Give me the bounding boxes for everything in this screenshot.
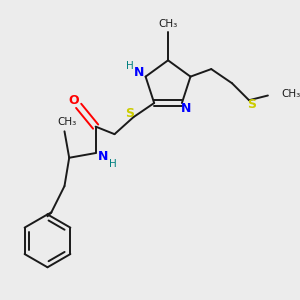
Text: CH₃: CH₃ [158, 20, 178, 29]
Text: H: H [109, 159, 116, 170]
Text: CH₃: CH₃ [58, 117, 77, 127]
Text: N: N [134, 66, 144, 79]
Text: O: O [69, 94, 79, 107]
Text: CH₃: CH₃ [281, 88, 300, 99]
Text: N: N [181, 102, 191, 115]
Text: N: N [98, 150, 108, 163]
Text: S: S [247, 98, 256, 110]
Text: H: H [126, 61, 134, 71]
Text: S: S [125, 107, 134, 120]
